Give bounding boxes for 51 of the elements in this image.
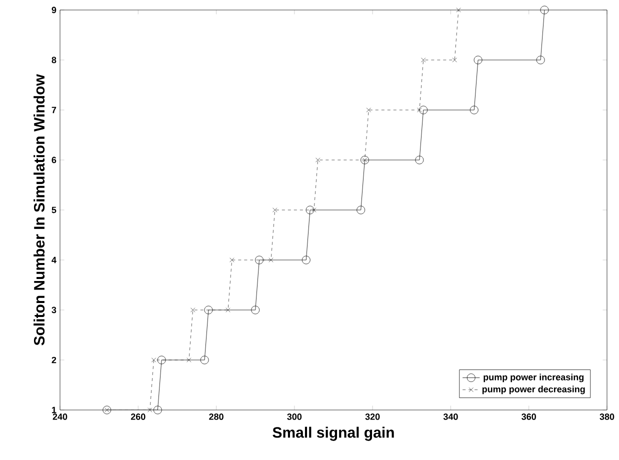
point	[474, 56, 482, 64]
x-tick-label: 340	[443, 414, 458, 420]
point	[419, 106, 428, 114]
x-tick-label: 280	[209, 414, 224, 420]
y-tick-label: 4	[52, 256, 56, 264]
point	[356, 206, 366, 214]
point	[251, 306, 260, 314]
point	[200, 356, 209, 364]
y-tick-label: 9	[52, 6, 56, 14]
legend-label: pump power decreasing	[482, 386, 585, 394]
x-tick-label: 380	[600, 414, 614, 420]
point	[153, 406, 162, 414]
legend-label: pump power increasing	[484, 374, 584, 382]
point	[255, 256, 264, 264]
point	[366, 108, 371, 112]
point	[268, 258, 274, 262]
point	[272, 208, 278, 212]
point	[157, 356, 166, 364]
x-axis-title: Small signal gain	[272, 426, 394, 441]
point	[415, 156, 424, 164]
y-tick-label: 5	[52, 206, 56, 214]
point	[417, 108, 422, 112]
point	[302, 256, 310, 264]
point	[421, 58, 426, 62]
point	[452, 58, 457, 62]
y-tick-label: 3	[52, 306, 56, 314]
y-tick-label: 6	[52, 156, 56, 164]
point	[151, 358, 156, 362]
y-tick-label: 7	[52, 106, 56, 114]
point	[536, 56, 545, 64]
point	[316, 158, 320, 162]
y-axis-title: Soliton Number In Simulation Window	[34, 74, 45, 346]
x-tick-label: 320	[365, 414, 380, 420]
point	[540, 6, 549, 14]
x-tick-label: 300	[287, 414, 302, 420]
x-tick-label: 240	[52, 414, 68, 420]
point	[148, 408, 152, 412]
point	[190, 308, 196, 312]
point	[456, 8, 461, 12]
point	[312, 208, 316, 212]
x-tick-label: 360	[522, 414, 536, 420]
point	[186, 358, 192, 362]
point	[306, 206, 314, 214]
y-tick-label: 8	[52, 56, 56, 64]
point	[204, 306, 213, 314]
point	[470, 106, 478, 114]
y-tick-label: 2	[52, 356, 56, 364]
x-tick-label: 260	[130, 414, 146, 420]
y-tick-label: 1	[52, 406, 56, 414]
point	[226, 308, 230, 312]
point	[230, 258, 234, 262]
